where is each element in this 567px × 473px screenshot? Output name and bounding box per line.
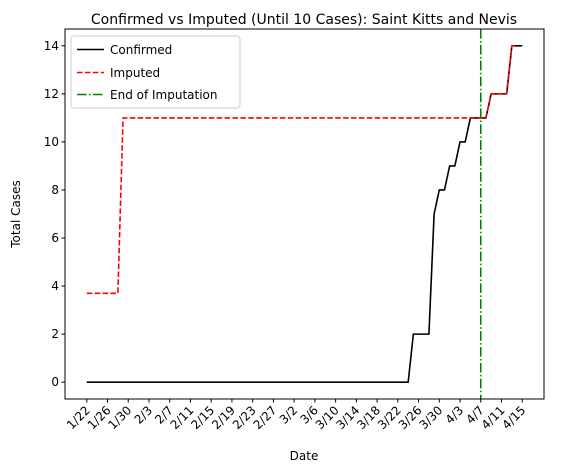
y-tick-label: 10 — [44, 135, 59, 149]
x-axis: 1/221/261/302/32/72/112/152/192/232/273/… — [64, 399, 528, 432]
x-axis-label: Date — [290, 449, 319, 463]
y-tick-label: 2 — [51, 327, 59, 341]
x-tick-label: 2/3 — [132, 403, 156, 427]
y-axis: 0 2 4 6 8 10 12 14 — [44, 39, 65, 389]
y-tick-label: 4 — [51, 279, 59, 293]
y-tick-label: 0 — [51, 375, 59, 389]
chart-title: Confirmed vs Imputed (Until 10 Cases): S… — [91, 12, 517, 28]
y-axis-label: Total Cases — [9, 180, 23, 248]
legend-label-confirmed: Confirmed — [110, 43, 172, 57]
x-tick-label: 3/2 — [277, 403, 301, 427]
x-tick-label: 4/3 — [443, 403, 467, 427]
series-layer — [86, 29, 523, 399]
legend-label-imputed: Imputed — [110, 66, 160, 80]
y-tick-label: 6 — [51, 231, 59, 245]
legend-box — [70, 35, 241, 109]
x-tick-label: 1/30 — [105, 403, 134, 432]
y-tick-label: 14 — [44, 39, 59, 53]
legend: Confirmed Imputed End of Imputation — [70, 35, 241, 109]
x-tick-label: 2/27 — [251, 403, 280, 432]
x-tick-label: 3/30 — [416, 403, 445, 432]
x-tick-label: 4/15 — [499, 403, 528, 432]
series-line-imputed — [86, 45, 518, 295]
y-tick-label: 12 — [44, 87, 59, 101]
legend-label-end-of-imputation: End of Imputation — [110, 88, 218, 102]
series-line-confirmed — [86, 45, 523, 383]
plot-frame — [64, 28, 545, 400]
y-tick-label: 8 — [51, 183, 59, 197]
